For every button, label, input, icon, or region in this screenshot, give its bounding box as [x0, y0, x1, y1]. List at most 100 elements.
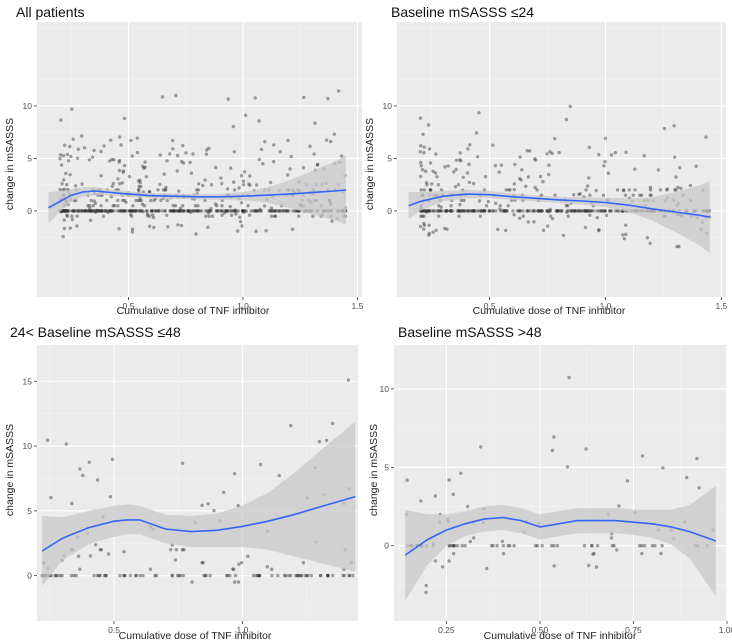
data-point	[120, 209, 125, 213]
data-point	[570, 209, 574, 213]
data-point	[98, 209, 102, 213]
data-point	[185, 209, 189, 213]
data-point	[170, 573, 174, 578]
data-point	[424, 209, 428, 213]
y-tick-label: 10	[23, 101, 33, 111]
data-point	[165, 198, 169, 203]
data-point	[561, 233, 566, 238]
data-point	[460, 544, 464, 548]
data-point	[78, 567, 82, 571]
data-point	[466, 209, 470, 213]
data-point	[182, 209, 186, 213]
data-point	[71, 137, 75, 141]
data-point	[640, 544, 644, 548]
data-point	[146, 214, 150, 218]
data-point	[582, 209, 586, 213]
data-point	[157, 209, 161, 213]
x-tick-label: 0.50	[532, 625, 549, 635]
data-point	[274, 209, 278, 213]
data-point	[121, 198, 125, 203]
data-point	[122, 209, 127, 213]
data-point	[610, 544, 614, 548]
data-point	[339, 154, 344, 158]
data-point	[418, 116, 423, 120]
data-point	[697, 486, 701, 490]
data-point	[140, 202, 145, 206]
confidence-ribbon	[42, 421, 356, 586]
data-point	[89, 209, 93, 213]
data-point	[92, 199, 96, 203]
y-tick-label: 5	[27, 153, 32, 163]
data-point	[71, 209, 76, 213]
data-point	[200, 503, 204, 508]
confidence-ribbon	[405, 486, 716, 601]
data-point	[120, 209, 124, 213]
data-point	[452, 544, 456, 548]
data-point	[576, 209, 580, 213]
data-point	[539, 209, 543, 213]
data-point	[685, 475, 689, 480]
data-point	[494, 209, 498, 213]
data-point	[88, 209, 93, 213]
data-point	[62, 209, 66, 213]
data-point	[150, 209, 154, 213]
data-point	[85, 209, 90, 213]
data-point	[426, 209, 431, 213]
data-point	[220, 213, 224, 217]
data-point	[695, 456, 699, 461]
data-point	[276, 573, 280, 578]
data-point	[237, 186, 241, 190]
data-point	[477, 199, 482, 203]
data-point	[241, 209, 245, 213]
data-point	[128, 209, 133, 213]
data-point	[326, 573, 330, 578]
data-point	[77, 209, 81, 213]
data-point	[578, 192, 582, 196]
data-point	[137, 209, 142, 213]
data-point	[441, 565, 445, 569]
data-point	[214, 165, 218, 170]
data-point	[648, 193, 652, 197]
data-point	[525, 149, 529, 153]
y-tick-label: 5	[384, 462, 389, 472]
data-point	[278, 209, 282, 213]
data-point	[186, 209, 191, 213]
data-point	[444, 209, 449, 213]
data-point	[464, 209, 468, 213]
data-point	[481, 209, 486, 213]
data-point	[679, 186, 683, 190]
confidence-ribbon	[48, 155, 347, 225]
data-point	[612, 544, 616, 548]
data-point	[64, 209, 68, 213]
data-point	[548, 209, 552, 213]
data-point	[174, 93, 178, 98]
data-point	[188, 160, 192, 165]
y-axis-title: change in mSASSS	[4, 424, 16, 516]
data-point	[306, 573, 310, 578]
data-point	[449, 209, 453, 213]
data-point	[439, 205, 443, 209]
x-tick-label: 0.25	[438, 625, 455, 635]
data-point	[137, 184, 141, 189]
data-point	[92, 573, 96, 578]
data-point	[80, 209, 84, 213]
data-point	[526, 220, 530, 224]
data-point	[433, 494, 438, 498]
data-point	[460, 209, 464, 213]
data-point	[546, 209, 551, 214]
data-point	[171, 204, 175, 208]
data-point	[615, 548, 619, 552]
data-point	[491, 143, 495, 147]
data-point	[478, 214, 482, 218]
data-point	[246, 204, 250, 208]
data-point	[122, 209, 127, 213]
data-point	[623, 193, 628, 197]
data-point	[213, 202, 218, 206]
data-point	[624, 150, 628, 154]
data-point	[633, 188, 637, 192]
data-point	[100, 209, 104, 213]
data-point	[220, 204, 224, 208]
data-point	[498, 204, 502, 208]
data-point	[72, 209, 76, 213]
data-point	[232, 188, 237, 192]
